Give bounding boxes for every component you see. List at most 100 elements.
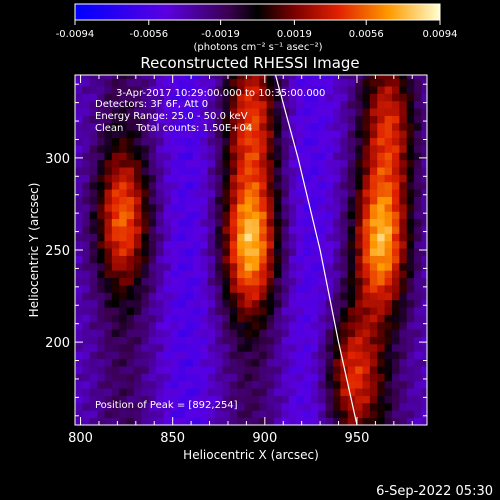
heatmap-cell [259, 115, 268, 124]
heatmap-cell [215, 292, 223, 301]
heatmap-cell [192, 373, 201, 382]
heatmap-cell [89, 86, 98, 94]
heatmap-cell [119, 130, 127, 139]
heatmap-cell [288, 115, 297, 124]
heatmap-cell [229, 218, 238, 227]
heatmap-cell [340, 292, 349, 301]
heatmap-cell [148, 152, 157, 161]
heatmap-cell [89, 307, 98, 315]
heatmap-cell [369, 262, 378, 271]
heatmap-cell [126, 181, 135, 190]
heatmap-cell [170, 262, 179, 271]
heatmap-cell [288, 248, 297, 256]
heatmap-cell [97, 255, 105, 264]
heatmap-cell [244, 167, 253, 175]
heatmap-cell [369, 159, 378, 168]
heatmap-cell [414, 299, 422, 308]
heatmap-cell [333, 181, 341, 190]
heatmap-cell [192, 314, 201, 323]
heatmap-cell [200, 108, 209, 116]
heatmap-cell [266, 115, 275, 124]
heatmap-cell [192, 240, 201, 249]
heatmap-cell [178, 211, 186, 220]
heatmap-cell [119, 255, 127, 264]
heatmap-cell [215, 262, 223, 271]
heatmap-cell [333, 285, 341, 293]
heatmap-cell [384, 388, 393, 396]
heatmap-cell [414, 410, 422, 419]
heatmap-cell [310, 373, 319, 382]
heatmap-cell [251, 226, 260, 234]
heatmap-cell [259, 100, 268, 109]
heatmap-cell [303, 336, 312, 345]
heatmap-cell [97, 75, 105, 80]
heatmap-cell [259, 130, 268, 139]
heatmap-cell [119, 145, 127, 153]
heatmap-cell [355, 189, 363, 197]
heatmap-cell [207, 174, 216, 183]
heatmap-cell [111, 167, 120, 175]
heatmap-cell [421, 343, 427, 352]
heatmap-cell [222, 285, 231, 293]
heatmap-cell [259, 336, 268, 345]
heatmap-cell [237, 152, 245, 161]
heatmap-cell [244, 196, 253, 205]
heatmap-cell [288, 93, 297, 102]
heatmap-cell [97, 277, 105, 286]
heatmap-cell [229, 262, 238, 271]
heatmap-cell [104, 240, 113, 249]
heatmap-cell [185, 248, 194, 256]
heatmap-cell [97, 108, 105, 116]
heatmap-cell [133, 159, 142, 168]
heatmap-cell [303, 75, 312, 80]
heatmap-cell [325, 336, 334, 345]
heatmap-cell [355, 388, 363, 396]
heatmap-cell [170, 277, 179, 286]
heatmap-cell [185, 351, 194, 360]
heatmap-cell [355, 122, 363, 131]
heatmap-cell [333, 130, 341, 139]
heatmap-cell [215, 218, 223, 227]
heatmap-cell [296, 336, 304, 345]
heatmap-cell [170, 108, 179, 116]
heatmap-cell [384, 410, 393, 419]
heatmap-cell [237, 395, 245, 404]
heatmap-cell [156, 343, 164, 352]
heatmap-cell [259, 299, 268, 308]
heatmap-cell [222, 196, 231, 205]
heatmap-cell [355, 336, 363, 345]
heatmap-cell [215, 248, 223, 256]
heatmap-cell [288, 167, 297, 175]
heatmap-cell [377, 248, 386, 256]
heatmap-cell [414, 115, 422, 124]
heatmap-cell [369, 314, 378, 323]
heatmap-cell [421, 167, 427, 175]
heatmap-cell [141, 270, 150, 279]
heatmap-cell [259, 410, 268, 419]
heatmap-cell [266, 255, 275, 264]
heatmap-cell [296, 218, 304, 227]
heatmap-cell [82, 137, 91, 146]
heatmap-cell [97, 159, 105, 168]
heatmap-cell [178, 395, 186, 404]
heatmap-cell [185, 380, 194, 389]
heatmap-cell [303, 137, 312, 146]
heatmap-cell [318, 410, 327, 419]
heatmap-cell [75, 174, 83, 183]
heatmap-cell [185, 417, 194, 425]
heatmap-cell [296, 321, 304, 330]
heatmap-cell [362, 410, 371, 419]
heatmap-cell [133, 336, 142, 345]
heatmap-cell [133, 366, 142, 374]
heatmap-cell [244, 402, 253, 411]
heatmap-cell [133, 285, 142, 293]
heatmap-cell [303, 402, 312, 411]
heatmap-cell [251, 86, 260, 94]
heatmap-cell [111, 410, 120, 419]
heatmap-cell [399, 292, 408, 301]
heatmap-cell [244, 100, 253, 109]
heatmap-cell [111, 388, 120, 396]
heatmap-cell [111, 233, 120, 242]
heatmap-cell [170, 366, 179, 374]
heatmap-cell [318, 380, 327, 389]
